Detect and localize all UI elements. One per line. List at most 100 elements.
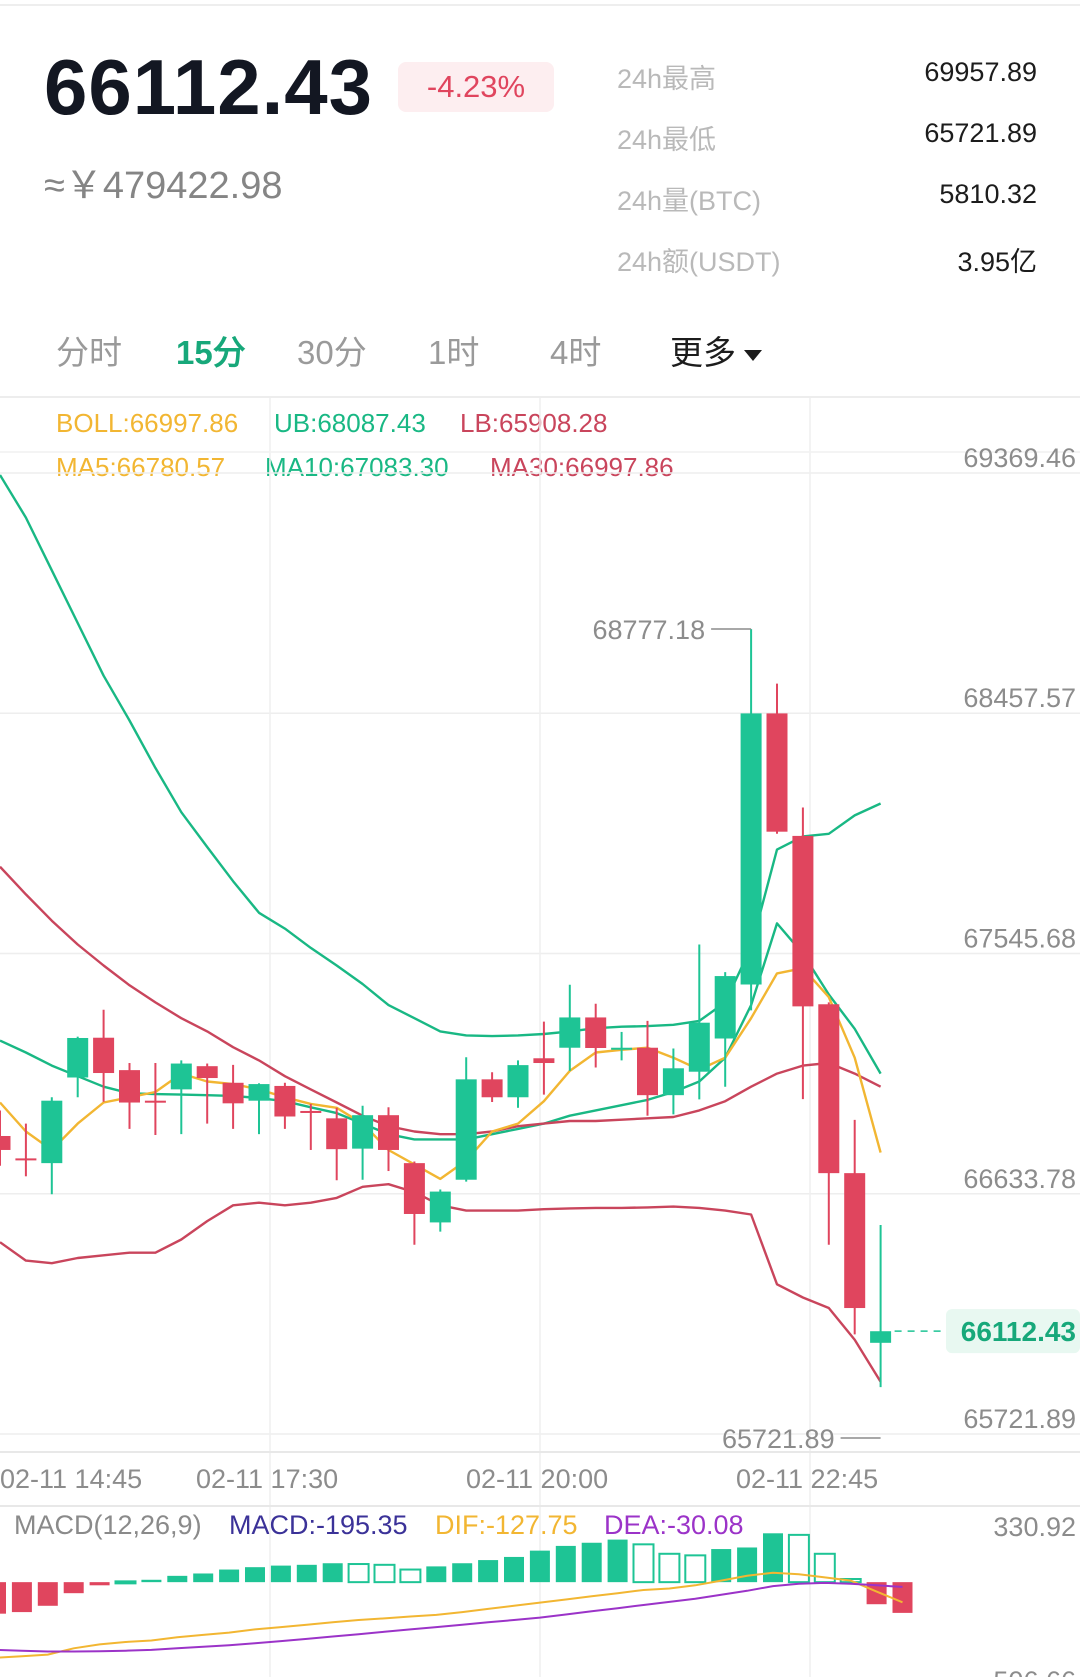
tab-4h[interactable]: 4时 — [550, 334, 602, 371]
candle-body — [274, 1085, 296, 1117]
candle-body — [611, 1047, 633, 1050]
dea-value: DEA:-30.08 — [604, 1510, 744, 1540]
candle-body — [481, 1079, 503, 1098]
candle-body — [533, 1058, 555, 1064]
candle-body — [870, 1331, 892, 1343]
macd-bar — [373, 1563, 396, 1584]
candle-body — [119, 1070, 140, 1103]
candle-body — [740, 713, 762, 985]
ma30-value: MA30:66997.86 — [490, 452, 674, 482]
macd-bar — [167, 1575, 188, 1583]
macd-bar — [426, 1566, 447, 1583]
stat-value: 3.95亿 — [957, 247, 1037, 277]
macd-bar — [478, 1560, 499, 1583]
stat-label: 24h额(USDT) — [617, 247, 781, 277]
y-tick-label: 65721.89 — [963, 1404, 1076, 1434]
macd-bar — [89, 1582, 110, 1586]
top-divider — [0, 4, 1080, 6]
tab-15m[interactable]: 15分 — [176, 334, 246, 371]
candle-body — [326, 1118, 348, 1150]
tab-more[interactable]: 更多 — [670, 326, 762, 374]
macd-bar — [632, 1543, 655, 1584]
macd-bar — [11, 1582, 32, 1613]
candle-body — [93, 1037, 115, 1074]
macd-bar — [787, 1533, 810, 1584]
macd-bar — [892, 1582, 913, 1613]
macd-bar — [141, 1579, 162, 1583]
stat-24h-low: 24h最低 65721.89 — [617, 118, 1037, 158]
candle-body — [196, 1066, 218, 1079]
candle-body — [585, 1017, 607, 1048]
macd-params: MACD(12,26,9) — [14, 1510, 202, 1540]
macd-value: MACD:-195.35 — [229, 1510, 408, 1540]
change-badge: -4.23% — [398, 62, 554, 112]
macd-bar — [529, 1550, 550, 1583]
macd-bars — [0, 1533, 913, 1614]
x-tick-label: 02-11 14:45 — [0, 1464, 142, 1494]
dif-value: DIF:-127.75 — [435, 1510, 578, 1540]
x-tick-label: 02-11 17:30 — [196, 1464, 338, 1494]
macd-bar — [658, 1552, 681, 1584]
candle-body — [15, 1158, 37, 1161]
ub-value: UB:68087.43 — [274, 408, 426, 438]
macd-y-tick-label: -506.66 — [984, 1666, 1076, 1677]
macd-bar — [737, 1547, 758, 1583]
dea-line — [0, 1581, 903, 1653]
stat-label: 24h最高 — [617, 64, 717, 94]
tab-1h[interactable]: 1时 — [428, 334, 480, 371]
ma5-value: MA5:66780.57 — [56, 452, 226, 482]
macd-bar — [219, 1569, 240, 1583]
stat-label: 24h量(BTC) — [617, 186, 762, 216]
candle-body — [637, 1047, 658, 1096]
macd-bar — [296, 1564, 317, 1583]
tab-30m[interactable]: 30分 — [297, 334, 367, 371]
high-annotation: 68777.18 — [592, 615, 705, 645]
candle-body — [403, 1163, 425, 1214]
last-price: 66112.43 — [44, 43, 374, 131]
dif-line — [0, 1571, 903, 1659]
macd-bar — [684, 1554, 707, 1584]
y-tick-label: 69369.46 — [963, 443, 1076, 473]
y-tick-label: 66633.78 — [963, 1164, 1076, 1194]
price-grid — [0, 398, 1080, 1677]
macd-bar — [555, 1545, 576, 1583]
macd-bar — [63, 1582, 84, 1594]
candle-body — [170, 1063, 192, 1090]
candle-body — [144, 1100, 166, 1103]
current-price-label: 66112.43 — [961, 1316, 1076, 1347]
current-price-tag — [946, 1309, 1080, 1354]
macd-bar — [37, 1582, 58, 1606]
interval-tabs: 分时 15分 30分 1时 4时 更多 — [0, 326, 1080, 376]
cny-price: ≈￥479422.98 — [44, 165, 283, 207]
tab-more-label: 更多 — [670, 334, 736, 371]
macd-bar — [270, 1565, 291, 1583]
macd-bar — [114, 1580, 137, 1585]
series-line-ma5 — [0, 967, 882, 1181]
macd-bar — [607, 1539, 628, 1583]
candle-body — [455, 1079, 477, 1180]
lb-value: LB:65908.28 — [460, 408, 608, 438]
macd-bar — [347, 1563, 370, 1584]
candle-body — [300, 1110, 322, 1113]
ma10-value: MA10:67083.30 — [265, 452, 449, 482]
candle-body — [248, 1084, 270, 1101]
candle-body — [67, 1037, 89, 1078]
stat-value: 65721.89 — [924, 118, 1037, 148]
candle-body — [41, 1100, 63, 1164]
x-tick-label: 02-11 20:00 — [466, 1464, 608, 1494]
candle-body — [818, 1004, 840, 1174]
tab-timeshare[interactable]: 分时 — [56, 334, 122, 371]
stat-value: 69957.89 — [924, 57, 1037, 87]
candle-body — [688, 1022, 710, 1072]
candle-body — [844, 1173, 866, 1309]
candle-body — [352, 1115, 374, 1149]
candle-body — [792, 835, 814, 1007]
caret-down-icon — [744, 349, 762, 361]
low-annotation: 65721.89 — [722, 1424, 835, 1454]
candles — [0, 629, 892, 1388]
stat-24h-volume: 24h量(BTC) 5810.32 — [617, 179, 1037, 219]
macd-bar — [581, 1542, 602, 1583]
macd-bar — [245, 1567, 265, 1583]
boll-value: BOLL:66997.86 — [56, 408, 239, 438]
